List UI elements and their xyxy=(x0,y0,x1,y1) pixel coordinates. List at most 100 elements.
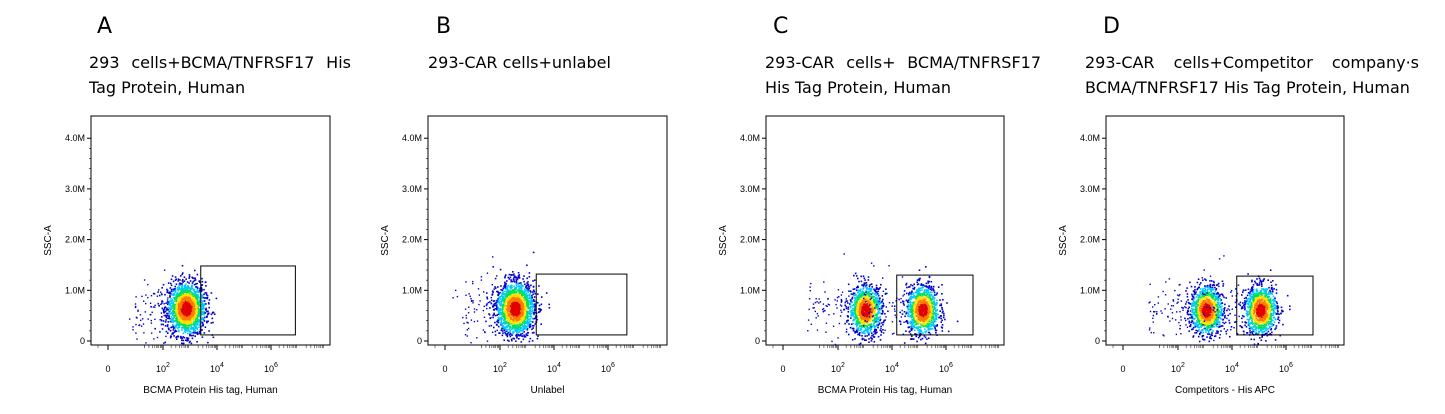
event-point xyxy=(524,299,527,301)
event-point xyxy=(859,311,861,314)
event-point xyxy=(173,307,176,309)
event-point xyxy=(852,293,854,296)
event-point xyxy=(199,281,201,283)
event-point xyxy=(147,318,149,320)
event-point xyxy=(852,313,855,315)
event-point xyxy=(526,302,529,304)
event-point xyxy=(501,327,503,330)
event-point xyxy=(512,337,515,340)
event-point xyxy=(862,332,864,334)
event-point xyxy=(496,303,499,306)
event-point xyxy=(166,324,169,326)
event-point xyxy=(861,296,863,298)
event-point xyxy=(855,306,857,308)
event-point xyxy=(182,312,184,314)
event-point xyxy=(485,304,488,307)
event-point xyxy=(850,301,852,304)
event-point xyxy=(515,325,518,328)
event-point xyxy=(511,327,514,330)
y-tick-label: 4.0M xyxy=(402,133,422,143)
x-axis-label: Unlabel xyxy=(531,385,565,396)
event-point xyxy=(172,306,174,308)
event-point xyxy=(517,284,520,287)
event-point xyxy=(134,306,137,309)
event-point xyxy=(526,305,528,307)
event-point xyxy=(504,286,506,289)
event-point xyxy=(516,323,518,326)
event-point xyxy=(861,331,863,333)
event-point xyxy=(488,313,490,315)
event-point xyxy=(163,308,166,310)
event-point xyxy=(188,291,190,294)
event-point xyxy=(176,311,178,313)
event-point xyxy=(537,293,539,295)
event-point xyxy=(177,298,179,301)
event-point xyxy=(198,280,200,282)
event-point xyxy=(527,310,529,313)
y-tick-label: 1.0M xyxy=(740,285,760,295)
event-point xyxy=(191,311,194,314)
event-point xyxy=(194,304,197,306)
event-point xyxy=(166,303,169,306)
event-point xyxy=(204,316,206,319)
event-point xyxy=(163,342,165,344)
event-point xyxy=(198,330,201,333)
event-point xyxy=(518,274,521,276)
event-point xyxy=(869,323,872,326)
event-point xyxy=(196,302,199,304)
y-tick-label: 0 xyxy=(755,336,760,346)
event-point xyxy=(530,303,533,305)
event-point xyxy=(854,302,856,304)
event-point xyxy=(860,275,862,278)
event-point xyxy=(505,328,508,331)
event-point xyxy=(173,314,175,317)
event-point xyxy=(856,313,858,316)
event-point xyxy=(524,310,526,313)
event-point xyxy=(167,297,169,299)
event-point xyxy=(527,315,530,318)
event-point xyxy=(135,323,137,326)
panel-d: D 293-CAR cells+Competitor company·s BCM… xyxy=(1085,0,1425,414)
event-point xyxy=(489,317,491,320)
event-point xyxy=(497,317,500,319)
event-point xyxy=(520,284,522,286)
event-point xyxy=(862,303,865,306)
event-point xyxy=(520,341,523,343)
event-point xyxy=(509,289,511,291)
event-point xyxy=(508,309,511,312)
x-tick-label: 102 xyxy=(493,362,507,374)
event-point xyxy=(177,314,179,316)
event-point xyxy=(510,319,512,321)
event-point xyxy=(182,321,185,323)
event-point xyxy=(531,340,534,342)
event-point xyxy=(151,311,153,313)
event-point xyxy=(529,293,531,295)
event-point xyxy=(195,312,198,315)
event-point xyxy=(174,293,176,296)
event-point xyxy=(516,337,518,339)
event-point xyxy=(467,327,470,330)
event-point xyxy=(512,278,515,280)
x-tick-label: 104 xyxy=(547,362,561,374)
event-point xyxy=(513,306,516,308)
event-point xyxy=(519,309,521,312)
event-point xyxy=(176,292,179,294)
panel-letter: B xyxy=(436,14,452,39)
event-point xyxy=(192,306,194,309)
event-point xyxy=(503,293,506,295)
event-point xyxy=(479,300,481,302)
event-point xyxy=(174,288,176,290)
event-point xyxy=(170,326,172,329)
event-point xyxy=(486,297,489,300)
event-point xyxy=(189,308,192,310)
event-point xyxy=(477,288,480,290)
event-point xyxy=(510,291,512,293)
event-point xyxy=(170,293,173,296)
event-point xyxy=(502,325,505,328)
event-point xyxy=(867,327,870,329)
event-point xyxy=(866,312,869,314)
event-point xyxy=(195,315,197,318)
event-point xyxy=(856,296,858,298)
event-point xyxy=(196,273,199,276)
event-point xyxy=(195,283,197,285)
